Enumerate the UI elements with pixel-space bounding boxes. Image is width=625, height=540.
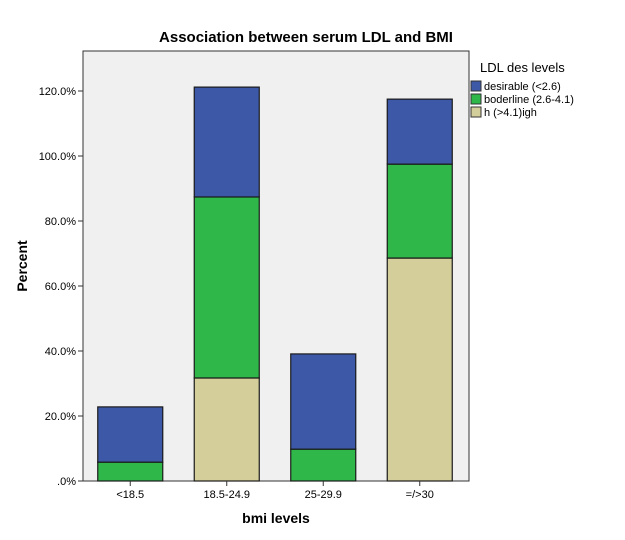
legend-label-boderline-2-6-4-1: boderline (2.6-4.1) [484,94,574,106]
bar-segment-30-boderline-2-6-4-1 [386,163,453,259]
legend-swatch-h-4-1-igh [470,106,482,118]
y-tick-label: 60.0% [45,281,76,293]
y-tick-label: 20.0% [45,411,76,423]
legend: LDL des levels desirable (<2.6)boderline… [470,60,574,119]
y-tick-label: 100.0% [39,151,77,163]
x-tick-label: =/>30 [406,489,434,501]
bar-segment-18-5-boderline-2-6-4-1 [97,461,164,482]
x-axis-title: bmi levels [242,510,310,526]
legend-swatch-boderline-2-6-4-1 [470,93,482,105]
legend-label-h-4-1-igh: h (>4.1)igh [484,107,537,119]
x-tick-label: 18.5-24.9 [204,489,250,501]
bar-segment-25-29-9-desirable-2-6 [290,353,357,450]
legend-title: LDL des levels [480,60,565,75]
y-tick-label: 80.0% [45,216,76,228]
x-tick-label: 25-29.9 [305,489,342,501]
chart-title: Association between serum LDL and BMI [159,29,453,46]
legend-swatch-desirable-2-6 [470,80,482,92]
y-tick-label: 120.0% [39,86,77,98]
y-axis-title: Percent [14,240,30,292]
y-axis: .0% 20.0% 40.0% 60.0% 80.0% 100.0% 120.0% [39,86,83,488]
legend-label-desirable-2-6: desirable (<2.6) [484,81,561,93]
bar-segment-18-5-24-9-boderline-2-6-4-1 [193,196,260,379]
y-tick-label: .0% [57,476,76,488]
bar-segment-18-5-24-9-h-4-1-igh [193,377,260,482]
bar-segment-18-5-24-9-desirable-2-6 [193,86,260,198]
y-tick-label: 40.0% [45,346,76,358]
bar-segment-18-5-desirable-2-6 [97,406,164,463]
x-axis: <18.5 18.5-24.9 25-29.9 =/>30 [116,481,434,501]
bar-segment-30-h-4-1-igh [386,257,453,482]
bar-segment-30-desirable-2-6 [386,98,453,165]
bar-segment-25-29-9-boderline-2-6-4-1 [290,448,357,482]
x-tick-label: <18.5 [116,489,144,501]
